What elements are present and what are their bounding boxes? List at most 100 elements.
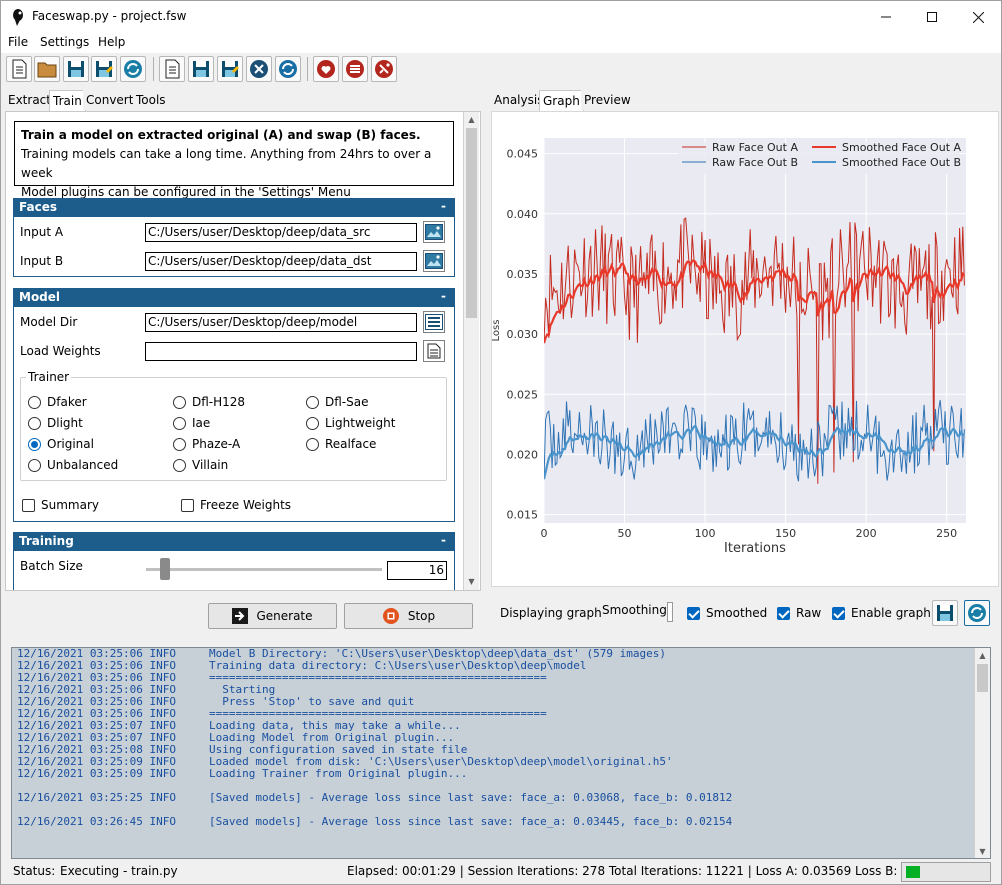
- load-weights-browse-button[interactable]: [423, 340, 445, 362]
- model-dir-field[interactable]: C:/Users/user/Desktop/deep/model: [145, 313, 417, 332]
- training-section-header[interactable]: Training -: [14, 533, 454, 551]
- training-collapse-button[interactable]: -: [441, 533, 446, 547]
- trainer-radio-dfaker[interactable]: Dfaker: [28, 395, 87, 409]
- trainer-radio-dfl-sae[interactable]: Dfl-Sae: [306, 395, 368, 409]
- smoothed-checkbox[interactable]: Smoothed: [687, 606, 767, 620]
- console-log[interactable]: 12/16/2021 03:25:06 INFO Model B Directo…: [11, 647, 991, 859]
- series-line-smoothed-face-out-a: [544, 259, 966, 344]
- save-task-as-button[interactable]: [217, 56, 243, 82]
- minimize-button[interactable]: [863, 1, 909, 33]
- trainer-radio-dlight[interactable]: Dlight: [28, 416, 83, 430]
- image-folder-icon: [425, 224, 443, 240]
- menu-file[interactable]: File: [8, 35, 29, 49]
- trainer-radio-dfl-h128[interactable]: Dfl-H128: [173, 395, 245, 409]
- input-a-browse-button[interactable]: [423, 221, 445, 243]
- trainer-radio-original[interactable]: Original: [28, 437, 94, 451]
- x-axis-label: Iterations: [724, 541, 786, 556]
- batch-size-slider-handle[interactable]: [159, 558, 170, 580]
- console-scroll-up[interactable]: ▲: [979, 650, 986, 660]
- faces-collapse-button[interactable]: -: [441, 199, 446, 213]
- faces-section-header[interactable]: Faces -: [14, 199, 454, 217]
- console-scroll-down[interactable]: ▼: [979, 846, 986, 856]
- displaying-graph-label: Displaying graph: [500, 606, 602, 620]
- trainer-radio-lightweight[interactable]: Lightweight: [306, 416, 395, 430]
- tab-preview[interactable]: Preview: [581, 90, 634, 110]
- open-project-button[interactable]: [34, 56, 60, 82]
- export-icon: [232, 608, 249, 624]
- trainer-group-label: Trainer: [26, 370, 72, 384]
- menu-settings[interactable]: Settings: [40, 35, 90, 49]
- close-window-button[interactable]: [955, 1, 1001, 33]
- tab-analysis[interactable]: Analysis: [491, 90, 547, 110]
- maximize-button[interactable]: [909, 1, 955, 33]
- input-b-label: Input B: [20, 254, 64, 268]
- model-section-title: Model: [19, 290, 61, 304]
- graph-panel: 0 50 100 150 200 250 0.015 0.020 0.025 0.030 0.035…: [491, 111, 999, 587]
- y-axis-label: Loss: [492, 320, 502, 342]
- tab-convert[interactable]: Convert: [83, 90, 137, 110]
- tab-train[interactable]: Train: [49, 90, 86, 111]
- raw-checkbox[interactable]: Raw: [777, 606, 821, 620]
- batch-size-field[interactable]: 16: [387, 561, 447, 580]
- summary-checkbox[interactable]: Summary: [22, 498, 99, 512]
- new-project-button[interactable]: [6, 56, 32, 82]
- train-info-box: Train a model on extracted original (A) …: [14, 121, 454, 199]
- y-tick-label: 0.045: [507, 148, 539, 161]
- load-weights-field[interactable]: [145, 342, 417, 361]
- menu-help[interactable]: Help: [98, 35, 126, 49]
- new-document-icon: [12, 59, 27, 79]
- train-info-heading: Train a model on extracted original (A) …: [21, 128, 421, 142]
- save-icon: [937, 605, 953, 621]
- donate-button[interactable]: [313, 56, 339, 82]
- reload-project-button[interactable]: [120, 56, 146, 82]
- input-a-field[interactable]: C:/Users/user/Desktop/deep/data_src: [145, 223, 417, 242]
- save-project-button[interactable]: [63, 56, 89, 82]
- refresh-graph-button[interactable]: [964, 600, 990, 626]
- progress-bar: [901, 862, 991, 882]
- options-scrollbar[interactable]: ▲ ▼: [463, 112, 479, 590]
- input-b-browse-button[interactable]: [423, 250, 445, 272]
- clear-task-button[interactable]: [246, 56, 272, 82]
- status-stats: Elapsed: 00:01:29 | Session Iterations: …: [347, 864, 951, 878]
- y-tick-label: 0.040: [507, 208, 539, 221]
- model-dir-browse-button[interactable]: [423, 311, 445, 333]
- tab-graph[interactable]: Graph: [539, 90, 584, 111]
- new-task-button[interactable]: [159, 56, 185, 82]
- forum-button[interactable]: [342, 56, 368, 82]
- train-info-line-2: Model plugins can be configured in the '…: [21, 185, 351, 199]
- model-collapse-button[interactable]: -: [441, 289, 446, 303]
- x-tick-label: 100: [695, 527, 716, 540]
- graph-controls: Displaying graph Smoothing: Smoothed Raw…: [491, 597, 999, 631]
- github-button[interactable]: [371, 56, 397, 82]
- legend-label: Smoothed Face Out B: [842, 156, 961, 169]
- trainer-radio-unbalanced[interactable]: Unbalanced: [28, 458, 118, 472]
- trainer-radio-villain[interactable]: Villain: [173, 458, 228, 472]
- plot-area: [544, 138, 966, 523]
- save-project-as-button[interactable]: [91, 56, 117, 82]
- freeze-weights-checkbox[interactable]: Freeze Weights: [181, 498, 291, 512]
- scroll-down-arrow[interactable]: ▼: [468, 576, 475, 586]
- console-scrollbar[interactable]: ▲ ▼: [974, 648, 990, 858]
- trainer-radio-realface[interactable]: Realface: [306, 437, 376, 451]
- trainer-radio-iae[interactable]: Iae: [173, 416, 210, 430]
- batch-size-label: Batch Size: [20, 559, 83, 573]
- title-bar: Faceswap.py - project.fsw: [1, 1, 1001, 33]
- console-scrollbar-thumb[interactable]: [977, 664, 988, 692]
- input-b-field[interactable]: C:/Users/user/Desktop/deep/data_dst: [145, 252, 417, 271]
- y-tick-label: 0.015: [507, 509, 539, 522]
- reload-task-button[interactable]: [275, 56, 301, 82]
- save-graph-button[interactable]: [932, 600, 958, 626]
- tab-extract[interactable]: Extract: [5, 90, 54, 110]
- scroll-up-arrow[interactable]: ▲: [468, 114, 475, 124]
- trainer-radio-phaze-a[interactable]: Phaze-A: [173, 437, 240, 451]
- generate-button[interactable]: Generate: [208, 603, 337, 629]
- model-section-header[interactable]: Model -: [14, 289, 454, 307]
- stop-button[interactable]: Stop: [344, 603, 473, 629]
- smoothing-input[interactable]: [667, 602, 673, 622]
- batch-size-slider[interactable]: [146, 558, 382, 580]
- options-scrollbar-thumb[interactable]: [466, 128, 477, 318]
- tab-tools[interactable]: Tools: [133, 90, 169, 110]
- save-task-button[interactable]: [188, 56, 214, 82]
- enable-graph-checkbox[interactable]: Enable graph: [832, 606, 931, 620]
